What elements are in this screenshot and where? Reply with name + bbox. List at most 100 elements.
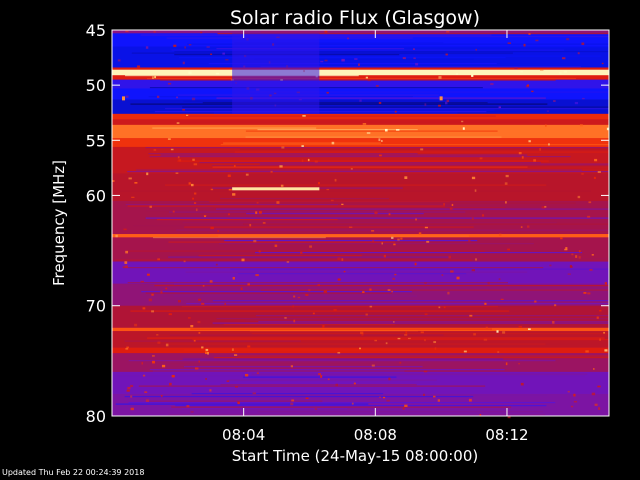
noise-streak-91 — [238, 273, 467, 275]
speckle-274 — [388, 377, 391, 381]
speckle-239 — [405, 331, 408, 334]
speckle-234 — [301, 159, 304, 162]
speckle-170 — [244, 373, 249, 377]
noise-streak-39 — [245, 136, 502, 138]
noise-streak-95 — [260, 289, 609, 291]
speckle-287 — [237, 402, 240, 405]
speckle-324 — [533, 159, 536, 162]
speckle-9 — [225, 59, 229, 61]
speckle-108 — [245, 173, 249, 176]
speckle-351 — [570, 405, 574, 408]
speckle-49 — [160, 290, 163, 294]
noise-streak-15 — [254, 58, 474, 60]
speckle-23 — [125, 348, 129, 350]
noise-streak-1 — [217, 33, 609, 35]
speckle-77 — [207, 351, 209, 355]
speckle-294 — [293, 295, 296, 298]
speckle-416 — [573, 400, 578, 403]
speckle-36 — [153, 31, 156, 33]
speckle-10 — [320, 375, 323, 378]
speckle-256 — [484, 302, 487, 305]
speckle-220 — [151, 310, 155, 313]
speckle-15 — [589, 268, 593, 271]
noise-streak-110 — [249, 330, 419, 332]
speckle-228 — [507, 42, 511, 44]
frequency-band-17 — [112, 237, 609, 262]
noise-streak-31 — [257, 109, 495, 111]
speckle-175 — [297, 296, 301, 299]
noise-streak-138 — [115, 403, 369, 405]
speckle-276 — [177, 156, 180, 159]
noise-streak-48 — [177, 160, 549, 162]
speckle-5 — [173, 44, 177, 47]
speckle-374 — [312, 312, 315, 315]
speckle-127 — [194, 367, 199, 370]
speckle-312 — [124, 261, 128, 264]
noise-streak-58 — [120, 190, 591, 192]
speckle-92 — [177, 300, 181, 303]
noise-streak-115 — [124, 340, 301, 342]
speckle-208 — [413, 48, 415, 50]
speckle-152 — [475, 48, 478, 51]
speckle-292 — [241, 258, 245, 262]
speckle-186 — [192, 158, 195, 161]
speckle-88 — [507, 415, 511, 419]
noise-streak-17 — [260, 66, 581, 68]
noise-streak-22 — [248, 91, 609, 93]
noise-streak-104 — [216, 318, 609, 320]
feature-line-0 — [232, 187, 320, 191]
speckle-227 — [487, 281, 490, 285]
noise-streak-114 — [192, 339, 610, 341]
speckle-45 — [588, 201, 592, 204]
noise-streak-34 — [185, 115, 496, 117]
speckle-197 — [544, 124, 547, 127]
speckle-190 — [473, 333, 476, 336]
noise-streak-53 — [216, 168, 609, 170]
noise-streak-27 — [202, 102, 488, 104]
noise-streak-128 — [243, 376, 397, 378]
noise-streak-94 — [154, 285, 609, 287]
speckle-22 — [441, 274, 444, 276]
speckle-177 — [152, 354, 155, 357]
noise-streak-44 — [234, 151, 609, 153]
noise-streak-75 — [176, 229, 610, 231]
noise-streak-28 — [130, 103, 548, 105]
speckle-109 — [599, 338, 601, 341]
speckle-120 — [134, 323, 138, 327]
y-tick-label-4: 70 — [86, 297, 106, 316]
noise-streak-13 — [238, 55, 601, 57]
frequency-band-13 — [112, 146, 609, 174]
speckle-246 — [569, 265, 573, 268]
noise-streak-69 — [145, 217, 609, 219]
speckle-224 — [341, 58, 345, 62]
speckle-153 — [415, 218, 417, 221]
speckle-332 — [314, 408, 318, 410]
speckle-141 — [209, 280, 213, 283]
speckle-305 — [300, 251, 303, 254]
speckle-119 — [167, 82, 172, 85]
speckle-14 — [554, 304, 557, 307]
speckle-343 — [232, 276, 235, 280]
speckle-403 — [413, 57, 416, 60]
speckle-59 — [424, 339, 426, 342]
noise-streak-68 — [246, 213, 424, 215]
speckle-134 — [434, 347, 437, 350]
speckle-364 — [535, 39, 539, 42]
speckle-166 — [374, 339, 377, 342]
speckle-78 — [599, 309, 602, 312]
noise-streak-82 — [255, 252, 583, 254]
speckle-265 — [598, 407, 601, 410]
noise-streak-54 — [136, 169, 583, 171]
noise-streak-120 — [182, 358, 504, 360]
speckle-322 — [151, 293, 154, 296]
speckle-237 — [190, 411, 194, 413]
speckle-167 — [526, 85, 530, 88]
speckle-215 — [222, 52, 225, 55]
noise-streak-112 — [169, 334, 444, 336]
speckle-96 — [479, 414, 482, 417]
speckle-310 — [527, 84, 530, 86]
speckle-217 — [393, 321, 395, 323]
speckle-244 — [583, 292, 587, 294]
speckle-273 — [334, 178, 337, 182]
speckle-304 — [443, 306, 446, 309]
